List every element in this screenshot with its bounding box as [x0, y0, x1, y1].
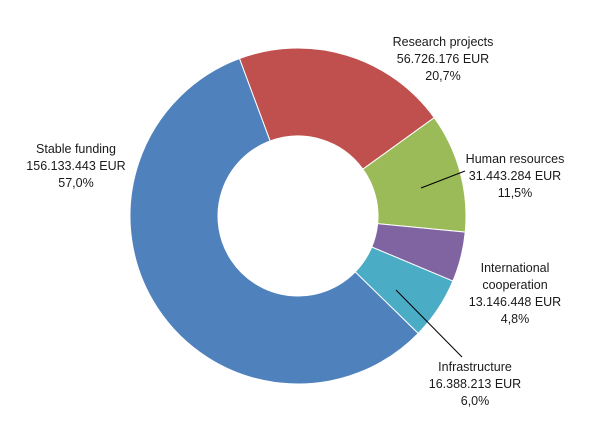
label-line-international-cooperation-1: cooperation: [482, 278, 547, 292]
label-line-infrastructure-2: 6,0%: [461, 394, 490, 408]
label-line-infrastructure-1: 16.388.213 EUR: [429, 377, 521, 391]
label-line-international-cooperation-2: 13.146.448 EUR: [469, 295, 561, 309]
label-line-international-cooperation-0: International: [481, 261, 550, 275]
label-human-resources: Human resources 31.443.284 EUR 11,5%: [466, 152, 565, 200]
label-line-research-projects-2: 20,7%: [425, 69, 460, 83]
label-infrastructure: Infrastructure 16.388.213 EUR 6,0%: [429, 360, 521, 408]
slice-stable-funding: [129, 57, 419, 385]
leader-lines: [395, 170, 466, 358]
label-line-research-projects-0: Research projects: [393, 35, 494, 49]
label-line-research-projects-1: 56.726.176 EUR: [397, 52, 489, 66]
label-line-human-resources-1: 31.443.284 EUR: [469, 169, 561, 183]
slice-research-projects: [238, 47, 435, 170]
label-line-international-cooperation-3: 4,8%: [501, 312, 530, 326]
label-line-human-resources-2: 11,5%: [498, 186, 533, 200]
slice-labels: Research projects 56.726.176 EUR 20,7% Huma…: [26, 35, 564, 408]
label-line-infrastructure-0: Infrastructure: [438, 360, 512, 374]
label-line-human-resources-0: Human resources: [466, 152, 565, 166]
label-stable-funding: Stable funding 156.133.443 EUR 57,0%: [26, 142, 125, 190]
leader-line-infrastructure: [395, 289, 463, 358]
label-research-projects: Research projects 56.726.176 EUR 20,7%: [393, 35, 494, 83]
label-line-stable-funding-2: 57,0%: [58, 176, 93, 190]
donut-slices: [129, 47, 467, 385]
leader-line-human-resources: [420, 170, 466, 189]
label-international-cooperation: International cooperation 13.146.448 EUR 4,…: [469, 261, 561, 326]
label-line-stable-funding-0: Stable funding: [36, 142, 116, 156]
label-line-stable-funding-1: 156.133.443 EUR: [26, 159, 125, 173]
